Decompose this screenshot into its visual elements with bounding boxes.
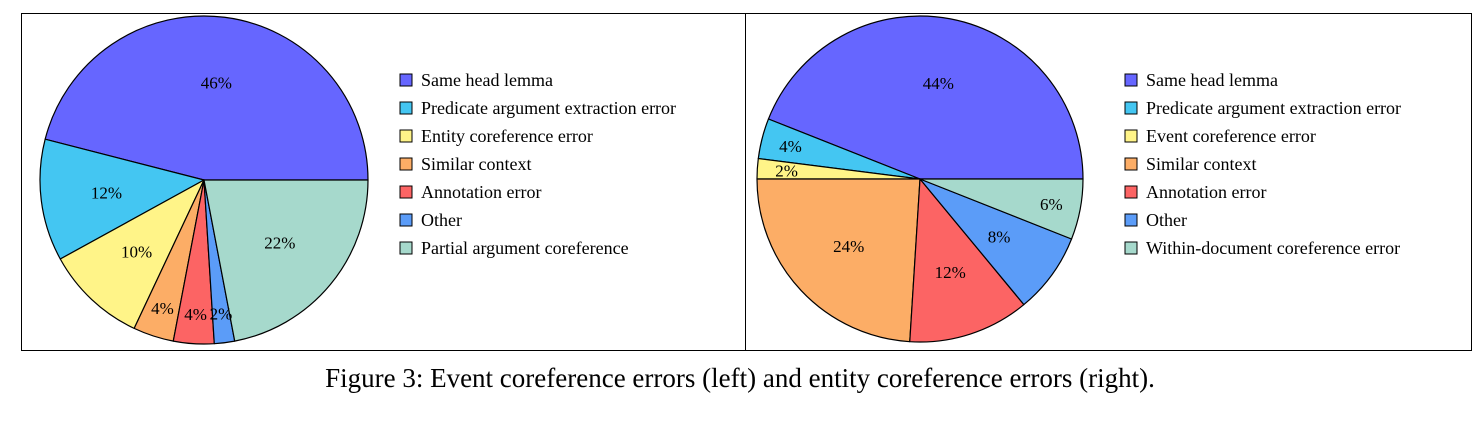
legend-label-annotation-error: Annotation error — [1146, 182, 1266, 202]
slice-label-event-coreference-error: 2% — [775, 162, 798, 181]
pie-slice-annotation-error — [909, 178, 1025, 343]
slice-label-predicate-argument-extraction-error: 4% — [779, 137, 802, 156]
legend-label-event-coreference-error: Event coreference error — [1146, 126, 1316, 146]
legend-label-within-document-coreference-error: Within-document coreference error — [1146, 238, 1400, 258]
slice-label-annotation-error: 4% — [184, 305, 207, 324]
slice-label-same-head-lemma: 44% — [923, 74, 954, 93]
legend-swatch-predicate-argument-extraction-error — [399, 101, 413, 115]
pie-slice-same-head-lemma — [44, 15, 369, 181]
slice-label-similar-context: 4% — [151, 299, 174, 318]
legend-swatch-entity-coreference-error — [399, 129, 413, 143]
slice-label-entity-coreference-error: 10% — [121, 243, 152, 262]
legend-label-entity-coreference-error: Entity coreference error — [421, 126, 593, 146]
entity-coreference-pie-chart: 44% 4% 2% 24% 12% 8% 6% Same head lemma Predicat… — [756, 15, 1401, 343]
legend-label-similar-context: Similar context — [421, 154, 531, 174]
legend-swatch-within-document-coreference-error — [1124, 241, 1138, 255]
figure-caption: Figure 3: Event coreference errors (left… — [325, 363, 1155, 393]
slice-label-similar-context: 24% — [833, 237, 864, 256]
legend-label-predicate-argument-extraction-error: Predicate argument extraction error — [1146, 98, 1401, 118]
figure-frame — [21, 13, 1472, 351]
pie-slice-predicate-argument-extraction-error — [39, 138, 205, 260]
legend-label-annotation-error: Annotation error — [421, 182, 541, 202]
legend-swatch-annotation-error — [399, 185, 413, 199]
legend-label-other: Other — [421, 210, 462, 230]
pie-slice-within-document-coreference-error — [919, 178, 1084, 240]
legend-label-same-head-lemma: Same head lemma — [421, 70, 553, 90]
legend-label-predicate-argument-extraction-error: Predicate argument extraction error — [421, 98, 676, 118]
pie-slice-entity-coreference-error — [59, 179, 205, 329]
legend-swatch-annotation-error — [1124, 185, 1138, 199]
slice-label-partial-argument-coreference: 22% — [264, 234, 295, 253]
pie-slice-partial-argument-coreference — [203, 179, 369, 342]
legend-swatch-similar-context — [399, 157, 413, 171]
pie-slice-similar-context — [756, 178, 921, 343]
legend-swatch-partial-argument-coreference — [399, 241, 413, 255]
legend-swatch-similar-context — [1124, 157, 1138, 171]
legend-label-partial-argument-coreference: Partial argument coreference — [421, 238, 629, 258]
slice-label-same-head-lemma: 46% — [201, 73, 232, 92]
event-coreference-pie-chart: 46%12%10%4% 4% 2%22%Same head lemmaPredica… — [39, 15, 676, 345]
legend-label-same-head-lemma: Same head lemma — [1146, 70, 1278, 90]
legend-swatch-event-coreference-error — [1124, 129, 1138, 143]
slice-label-other: 2% — [210, 304, 233, 323]
slice-label-other: 8% — [988, 228, 1011, 247]
slice-label-annotation-error: 12% — [935, 263, 966, 282]
pie-slice-same-head-lemma — [767, 15, 1084, 180]
legend-swatch-same-head-lemma — [399, 73, 413, 87]
legend-label-other: Other — [1146, 210, 1187, 230]
legend-swatch-other — [399, 213, 413, 227]
slice-label-within-document-coreference-error: 6% — [1040, 195, 1063, 214]
legend-swatch-same-head-lemma — [1124, 73, 1138, 87]
legend-swatch-predicate-argument-extraction-error — [1124, 101, 1138, 115]
legend-swatch-other — [1124, 213, 1138, 227]
slice-label-predicate-argument-extraction-error: 12% — [91, 183, 122, 202]
legend-label-similar-context: Similar context — [1146, 154, 1256, 174]
panel-divider — [745, 13, 746, 351]
